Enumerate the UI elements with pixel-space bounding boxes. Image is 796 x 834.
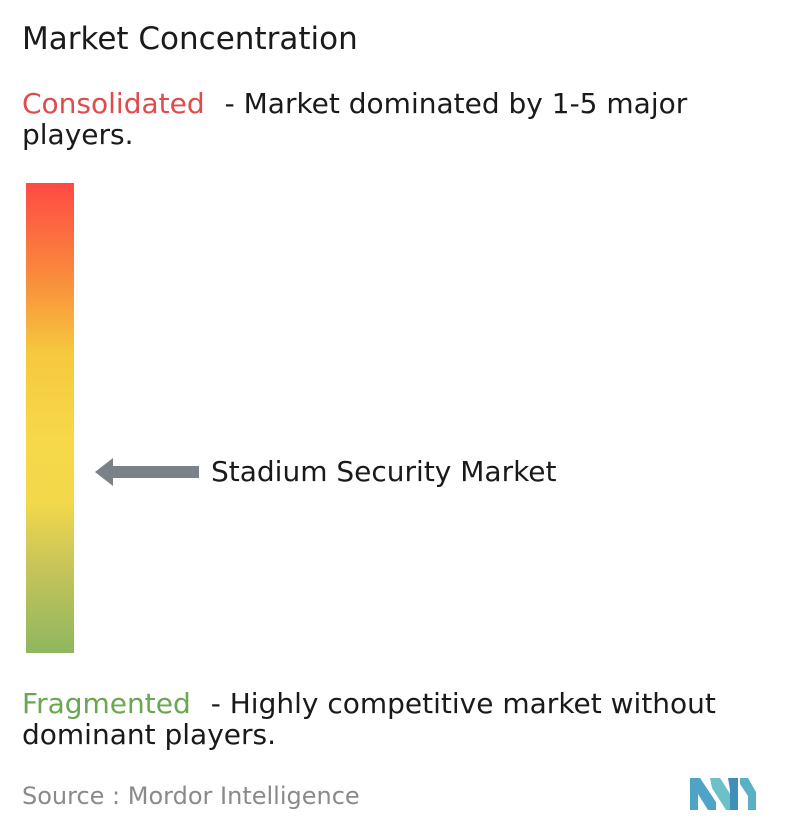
fragmented-text: - Highly competitive market without domi… — [22, 687, 716, 751]
market-position-arrow — [95, 458, 199, 486]
fragmented-label: Fragmented — [22, 687, 191, 720]
logo-right-stroke-a — [728, 778, 738, 810]
concentration-gradient-bar — [26, 183, 74, 653]
chart-title: Market Concentration — [22, 21, 358, 57]
logo-right-stroke-b — [740, 778, 756, 810]
consolidated-description: Consolidated - Market dominated by 1-5 ma… — [22, 88, 782, 150]
fragmented-description: Fragmented - Highly competitive market wi… — [22, 688, 782, 750]
mordor-intelligence-logo — [690, 778, 756, 810]
source-attribution: Source : Mordor Intelligence — [22, 782, 360, 810]
market-label: Stadium Security Market — [211, 455, 557, 488]
consolidated-label: Consolidated — [22, 87, 205, 120]
logo-middle-stroke — [710, 778, 734, 810]
arrow-shape — [95, 458, 199, 486]
consolidated-text: - Market dominated by 1-5 major players. — [22, 87, 688, 151]
logo-left-stroke — [690, 778, 716, 810]
